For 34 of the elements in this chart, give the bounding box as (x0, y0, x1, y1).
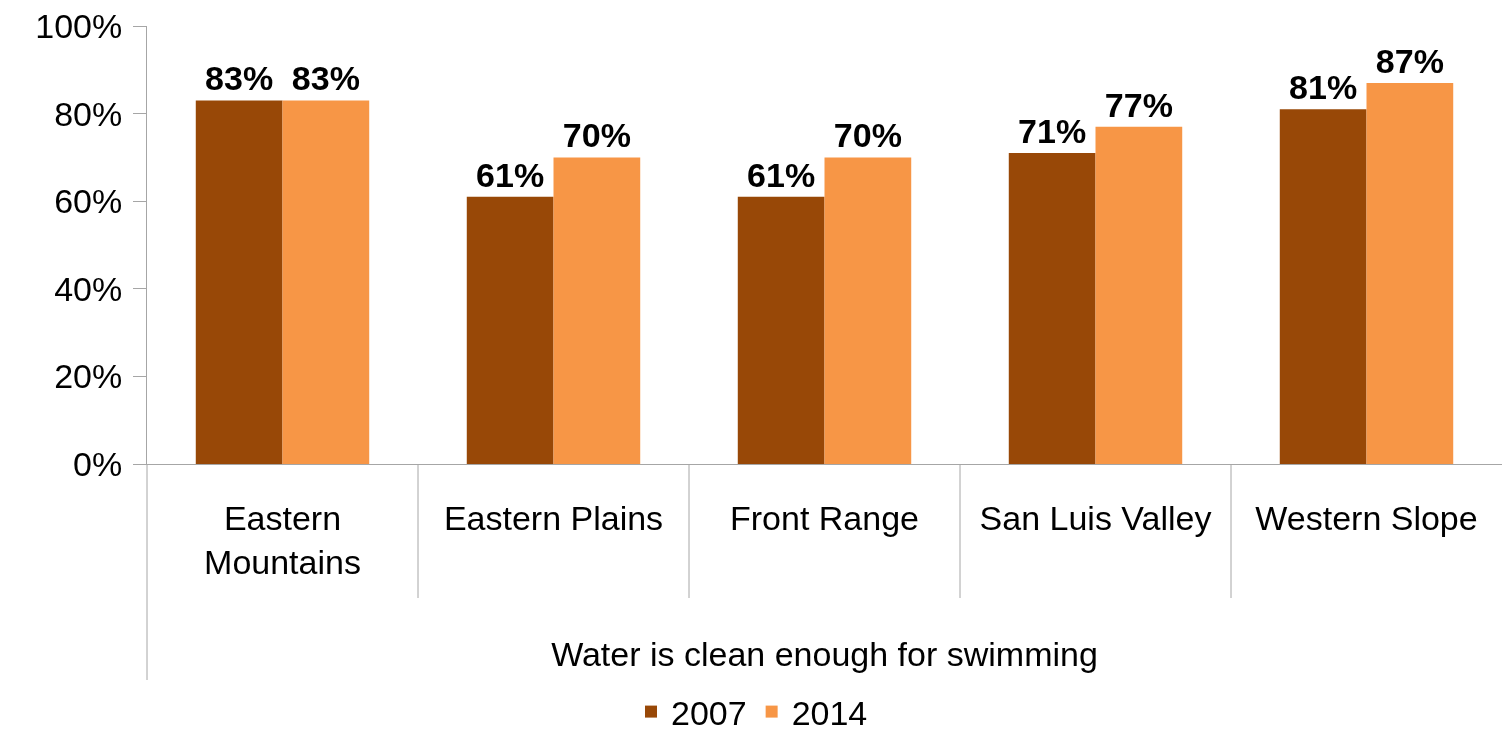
bar (1366, 82, 1454, 464)
bar (282, 100, 370, 464)
bar (195, 100, 283, 464)
bar (466, 196, 554, 464)
bar (553, 157, 641, 464)
data-label: 70% (833, 116, 902, 155)
y-tick-label: 80% (54, 94, 123, 133)
data-label: 61% (747, 155, 816, 194)
data-label: 61% (476, 155, 545, 194)
bar (1095, 126, 1183, 464)
x-tick-label: Eastern Plains (443, 498, 664, 537)
x-axis-title: Water is clean enough for swimming (551, 635, 1098, 674)
data-label: 83% (205, 59, 274, 98)
x-tick-label: San Luis Valley (979, 498, 1212, 537)
y-tick-label: 0% (73, 444, 123, 483)
data-label: 87% (1375, 41, 1444, 80)
data-label: 70% (562, 116, 631, 155)
data-label: 83% (291, 59, 360, 98)
x-tick-label: Eastern Mountains (204, 498, 361, 581)
y-tick-label: 60% (54, 182, 123, 221)
bar (737, 196, 825, 464)
y-tick-label: 100% (35, 6, 123, 45)
x-tick-label: Western Slope (1255, 498, 1478, 537)
bar (824, 157, 912, 464)
x-tick-label: Front Range (730, 498, 919, 537)
legend-label: 2007 (671, 693, 747, 732)
data-label: 81% (1289, 68, 1358, 107)
data-label: 77% (1104, 85, 1173, 124)
legend-label: 2014 (791, 693, 868, 732)
bar (1008, 153, 1096, 464)
y-tick-label: 40% (54, 269, 123, 308)
data-label: 71% (1018, 112, 1087, 151)
bar (1279, 109, 1367, 464)
y-tick-label: 20% (54, 357, 123, 396)
